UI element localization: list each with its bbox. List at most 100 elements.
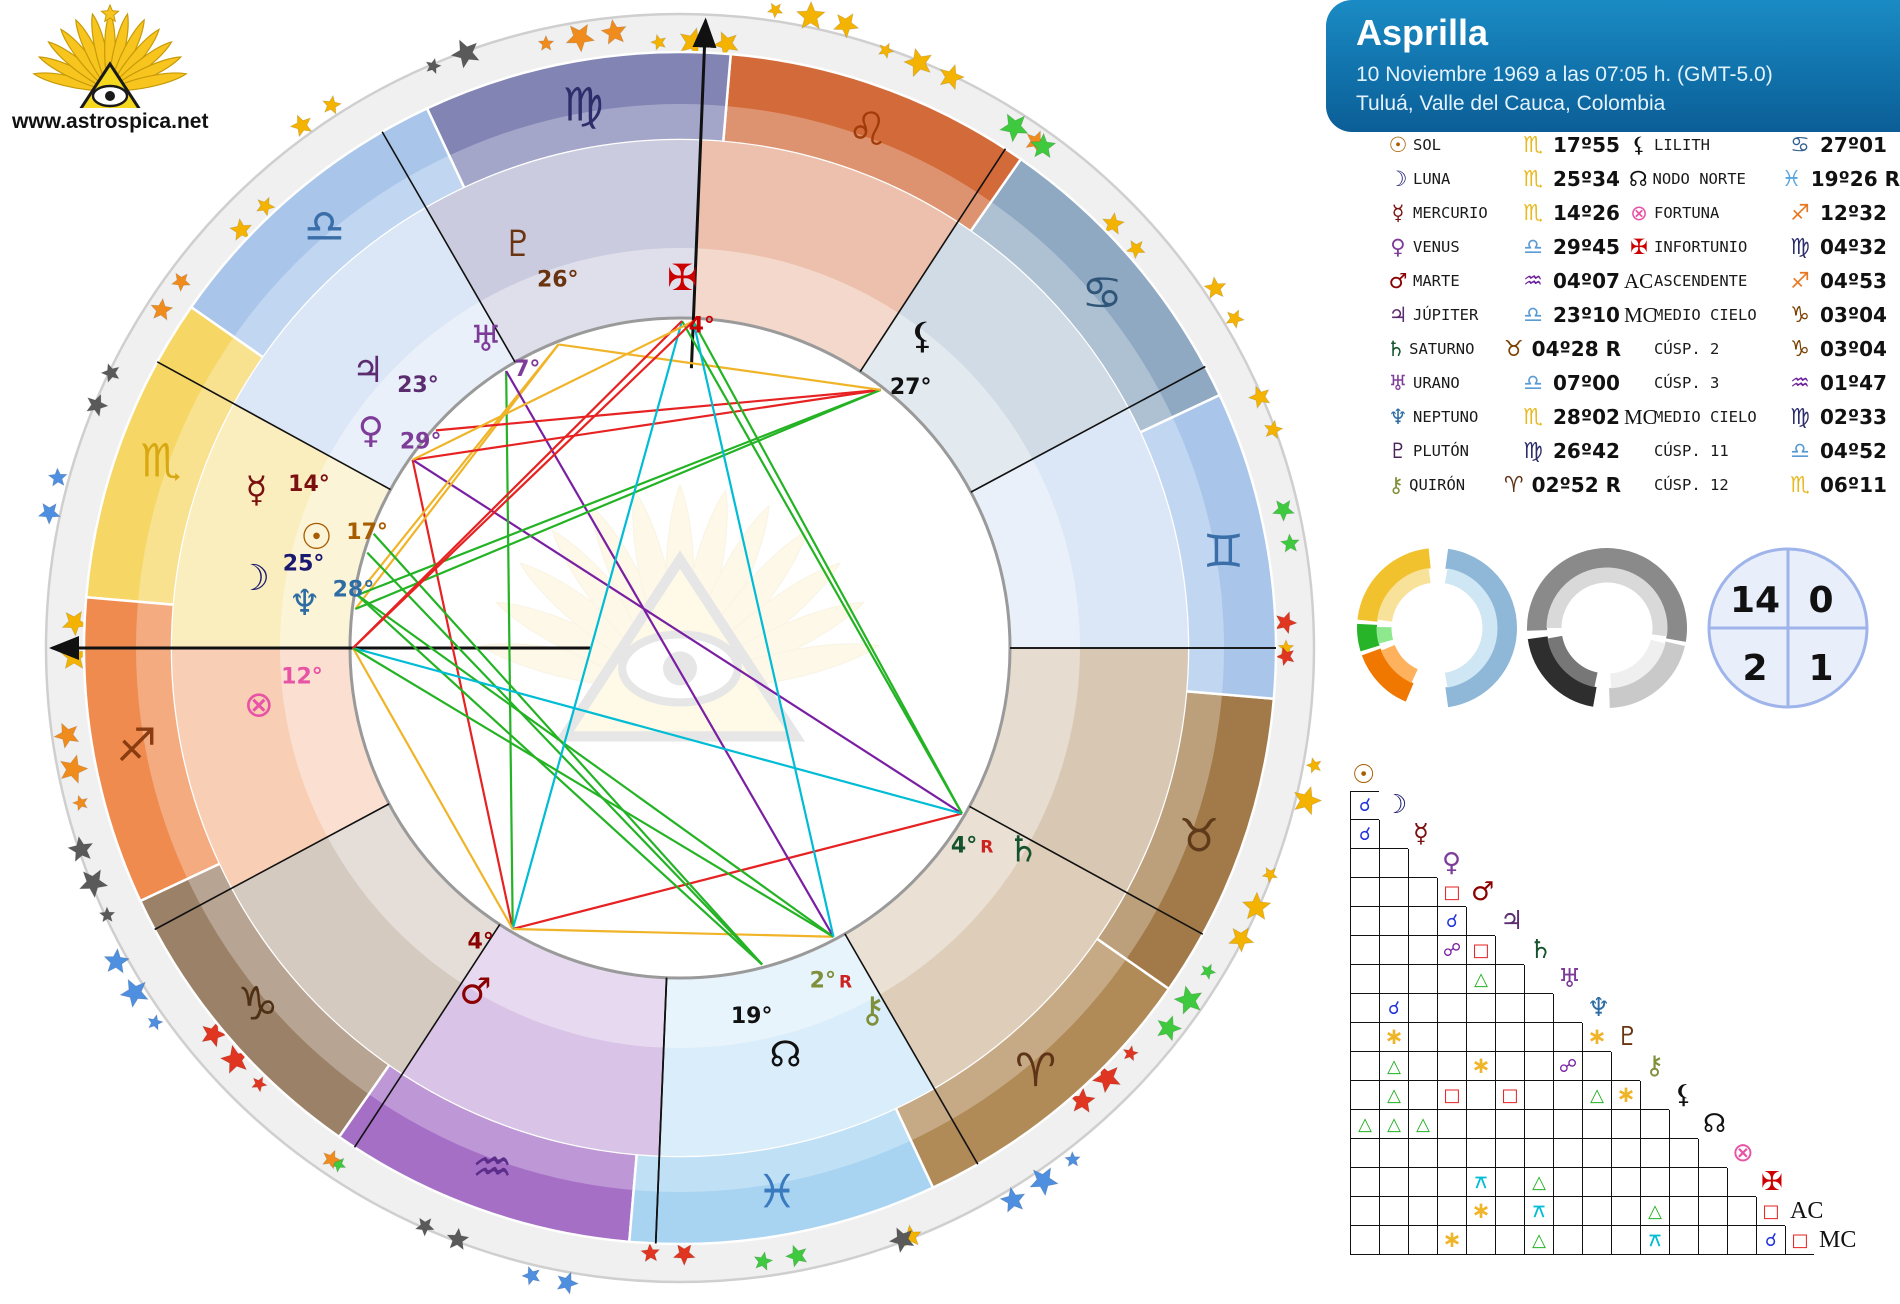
grid-header-URANO: ♅ bbox=[1558, 964, 1582, 994]
decor-star bbox=[150, 297, 174, 321]
aspect-cell-LILITH-SOL bbox=[1350, 1081, 1379, 1110]
wheel-body-label-SOL: 17° bbox=[346, 520, 388, 545]
aspect-line-LILITH-NEPTUNO bbox=[354, 388, 882, 611]
aspect-cell-INFORTUNIO-QUIRÓN bbox=[1640, 1168, 1669, 1197]
body-icon-INFORTUNIO: ✠ bbox=[1630, 235, 1648, 259]
sign-glyph: ♋ bbox=[1790, 132, 1810, 158]
aspect-grid-row-QUIRÓN: △ ∗ ☍ ⚷ bbox=[1350, 1052, 1856, 1081]
elements-donut bbox=[1357, 548, 1517, 708]
aspect-cell-LILITH-SATURNO bbox=[1524, 1081, 1553, 1110]
aspect-cell-SATURNO-MERCURIO bbox=[1408, 936, 1437, 965]
axis-mc-arrow bbox=[689, 17, 717, 369]
aspect-symbol: △ bbox=[1416, 1113, 1430, 1135]
aspect-grid-row-FORTUNA: ⊗ bbox=[1350, 1139, 1856, 1168]
aspect-line-SATURNO-VENUS bbox=[411, 458, 963, 815]
wheel-body-MERCURIO: ☿ bbox=[245, 470, 267, 511]
aspect-cell-MARTE-VENUS: □ bbox=[1437, 878, 1466, 907]
cusp-line-8 bbox=[970, 365, 1206, 493]
aspect-line-QUIRÓN-URANO bbox=[505, 370, 835, 938]
position-row-right-FORTUNA: ⊗ FORTUNA ♐ 12º32 bbox=[1624, 196, 1900, 230]
aspect-cell-NEPTUNO-LUNA: ☌ bbox=[1379, 994, 1408, 1023]
aspect-cell-PLUTÓN-SOL bbox=[1350, 1023, 1379, 1052]
aspect-cell-URANO-JÚPITER bbox=[1495, 965, 1524, 994]
quadrant-count-tl: 14 bbox=[1730, 580, 1780, 621]
cusp-line-2 bbox=[154, 803, 390, 931]
aspect-grid-row-MC: ∗ △ ⚻ ☌ □ MC bbox=[1350, 1226, 1856, 1255]
aspect-cell-SATURNO-SOL bbox=[1350, 936, 1379, 965]
aspect-cell-LILITH-JÚPITER: □ bbox=[1495, 1081, 1524, 1110]
wheel-body-label-NODO: 19° bbox=[731, 1004, 773, 1029]
sign-glyph: ♒ bbox=[1523, 268, 1543, 294]
aspect-symbol: ☍ bbox=[1442, 939, 1462, 961]
sign-glyph: ♏ bbox=[1523, 132, 1543, 158]
position-row-left-SOL: ☉ SOL ♏ 17º55 bbox=[1383, 128, 1621, 162]
aspect-cell-PLUTÓN-URANO bbox=[1553, 1023, 1582, 1052]
astrospica-logo bbox=[10, 3, 240, 118]
position-row-right-CÚSP. 12: CÚSP. 12 ♏ 06º11 bbox=[1624, 468, 1900, 502]
aspect-cell-INFORTUNIO-URANO bbox=[1553, 1168, 1582, 1197]
aspect-cell-FORTUNA-NEPTUNO bbox=[1582, 1139, 1611, 1168]
aspect-lines bbox=[352, 320, 963, 966]
aspect-cell-AC-JÚPITER bbox=[1495, 1197, 1524, 1226]
grid-header-MC: MC bbox=[1819, 1227, 1857, 1253]
sign-glyph: ♐ bbox=[1790, 268, 1810, 294]
sign-glyph: ♏ bbox=[1790, 472, 1810, 498]
person-name: Asprilla bbox=[1356, 12, 1489, 53]
decor-star bbox=[939, 63, 966, 91]
aspect-symbol: ☍ bbox=[1558, 1055, 1578, 1077]
wheel-body-LUNA: ☽ bbox=[238, 558, 270, 599]
aspect-grid-row-PLUTÓN: ∗ ∗ ♇ bbox=[1350, 1023, 1856, 1052]
aspect-cell-INFORTUNIO-MARTE: ⚻ bbox=[1466, 1168, 1495, 1197]
aspect-cell-INFORTUNIO-PLUTÓN bbox=[1611, 1168, 1640, 1197]
aspect-cell-FORTUNA-NODO bbox=[1698, 1139, 1727, 1168]
aspect-symbol: △ bbox=[1358, 1113, 1372, 1135]
aspect-symbol: ∗ bbox=[1587, 1024, 1607, 1050]
decor-star bbox=[103, 947, 131, 974]
aspect-symbol: ☌ bbox=[1358, 795, 1372, 816]
body-label: QUIRÓN bbox=[1409, 476, 1466, 494]
decor-star bbox=[98, 906, 116, 923]
decor-star bbox=[1275, 646, 1295, 667]
sign-glyph: ♓ bbox=[1781, 166, 1802, 192]
aspect-cell-NEPTUNO-SOL bbox=[1350, 994, 1379, 1023]
aspect-cell-QUIRÓN-SOL bbox=[1350, 1052, 1379, 1081]
aspect-cell-PLUTÓN-LUNA: ∗ bbox=[1379, 1023, 1408, 1052]
aspect-symbol: ☌ bbox=[1445, 910, 1459, 932]
aspect-cell-LILITH-MARTE bbox=[1466, 1081, 1495, 1110]
sign-glyph: ♑ bbox=[1790, 302, 1810, 328]
body-degree: 19º26 R bbox=[1810, 167, 1900, 191]
wheel-body-URANO: ♅ bbox=[470, 319, 502, 360]
decor-star bbox=[1247, 385, 1271, 410]
decor-star bbox=[119, 978, 149, 1009]
grid-header-LUNA: ☽ bbox=[1384, 790, 1408, 820]
aspect-symbol: △ bbox=[1387, 1084, 1401, 1106]
sign-glyph-Géminis: ♊ bbox=[1203, 524, 1244, 578]
cusp-line-9 bbox=[859, 148, 1007, 372]
quadrant-count-bl: 2 bbox=[1742, 648, 1767, 689]
aspect-cell-MC-LUNA bbox=[1379, 1226, 1408, 1255]
aspect-line-LILITH-VENUS bbox=[412, 388, 881, 461]
aspect-cell-AC-URANO bbox=[1553, 1197, 1582, 1226]
decor-star bbox=[47, 467, 68, 487]
birth-place: Tuluá, Valle del Cauca, Colombia bbox=[1356, 92, 1666, 115]
aspect-cell-MC-NEPTUNO bbox=[1582, 1226, 1611, 1255]
aspect-cell-URANO-LUNA bbox=[1379, 965, 1408, 994]
logo-star bbox=[100, 3, 120, 23]
wheel-body-label-PLUTÓN: 26° bbox=[537, 268, 579, 293]
house-wedge-3 bbox=[402, 924, 667, 1156]
decor-star bbox=[147, 1013, 164, 1031]
site-url-link[interactable]: www.astrospica.net bbox=[12, 110, 209, 133]
body-degree: 25º34 bbox=[1553, 167, 1620, 191]
decor-star bbox=[556, 1271, 580, 1296]
sign-glyph: ♍ bbox=[1790, 234, 1810, 260]
wheel-body-label-JÚPITER: 23° bbox=[397, 373, 439, 398]
body-icon-PLUTÓN: ♇ bbox=[1388, 439, 1408, 463]
decor-star bbox=[1122, 1044, 1140, 1062]
quadrant-count-tr: 0 bbox=[1808, 580, 1833, 621]
aspect-grid-row-LILITH: △ □ □ △ ∗ ⚸ bbox=[1350, 1081, 1856, 1110]
aspect-symbol: △ bbox=[1387, 1113, 1401, 1135]
sign-glyph: ♈ bbox=[1503, 472, 1524, 498]
body-degree: 23º10 bbox=[1553, 303, 1620, 327]
aspect-cell-NODO-NEPTUNO bbox=[1582, 1110, 1611, 1139]
sign-glyph: ♍ bbox=[1523, 438, 1543, 464]
